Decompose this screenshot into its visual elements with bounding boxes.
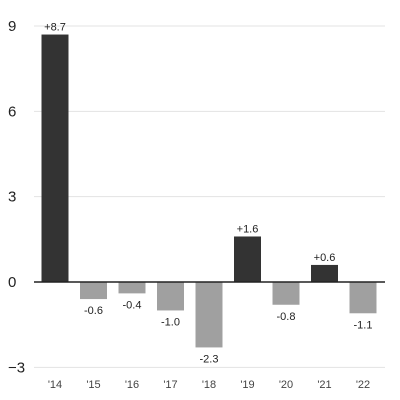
bar-17 bbox=[157, 282, 184, 311]
bar-22 bbox=[349, 282, 377, 314]
y-tick-label: 0 bbox=[8, 274, 16, 291]
data-label: -1.1 bbox=[354, 319, 373, 331]
y-axis-ticks: 9 6 3 0 −3 bbox=[8, 18, 25, 376]
x-tick-label: '15 bbox=[86, 379, 100, 391]
x-tick-label: '18 bbox=[202, 379, 216, 391]
x-tick-label: '20 bbox=[279, 379, 293, 391]
x-tick-label: '14 bbox=[48, 379, 62, 391]
x-tick-label: '16 bbox=[125, 379, 139, 391]
data-label: -2.3 bbox=[200, 353, 219, 365]
data-label: +1.6 bbox=[237, 223, 259, 235]
data-label: +0.6 bbox=[314, 252, 336, 264]
data-label: -0.8 bbox=[277, 311, 296, 323]
bar-20 bbox=[272, 282, 300, 305]
y-tick-label: 9 bbox=[8, 18, 16, 35]
data-label: -0.4 bbox=[123, 299, 142, 311]
bar-14 bbox=[41, 34, 69, 283]
data-label: +8.7 bbox=[44, 22, 66, 34]
bar-16 bbox=[118, 282, 146, 294]
y-tick-label: −3 bbox=[8, 359, 25, 376]
bar-18 bbox=[195, 282, 223, 348]
bar-19 bbox=[234, 236, 261, 282]
data-label: -1.0 bbox=[161, 316, 180, 328]
y-tick-label: 3 bbox=[8, 189, 16, 206]
x-tick-label: '19 bbox=[240, 379, 254, 391]
gridlines bbox=[34, 25, 385, 368]
bar-21 bbox=[311, 264, 338, 282]
x-tick-label: '17 bbox=[163, 379, 177, 391]
bar-15 bbox=[80, 282, 107, 300]
x-axis-ticks: '14 '15 '16 '17 '18 '19 '20 '21 '22 bbox=[48, 379, 370, 391]
data-label: -0.6 bbox=[84, 305, 103, 317]
x-tick-label: '21 bbox=[317, 379, 331, 391]
data-labels: +8.7 -0.6 -0.4 -1.0 -2.3 +1.6 -0.8 +0.6 -1.1 bbox=[44, 22, 372, 366]
bars bbox=[41, 34, 377, 348]
x-tick-label: '22 bbox=[356, 379, 370, 391]
y-tick-label: 6 bbox=[8, 103, 16, 120]
